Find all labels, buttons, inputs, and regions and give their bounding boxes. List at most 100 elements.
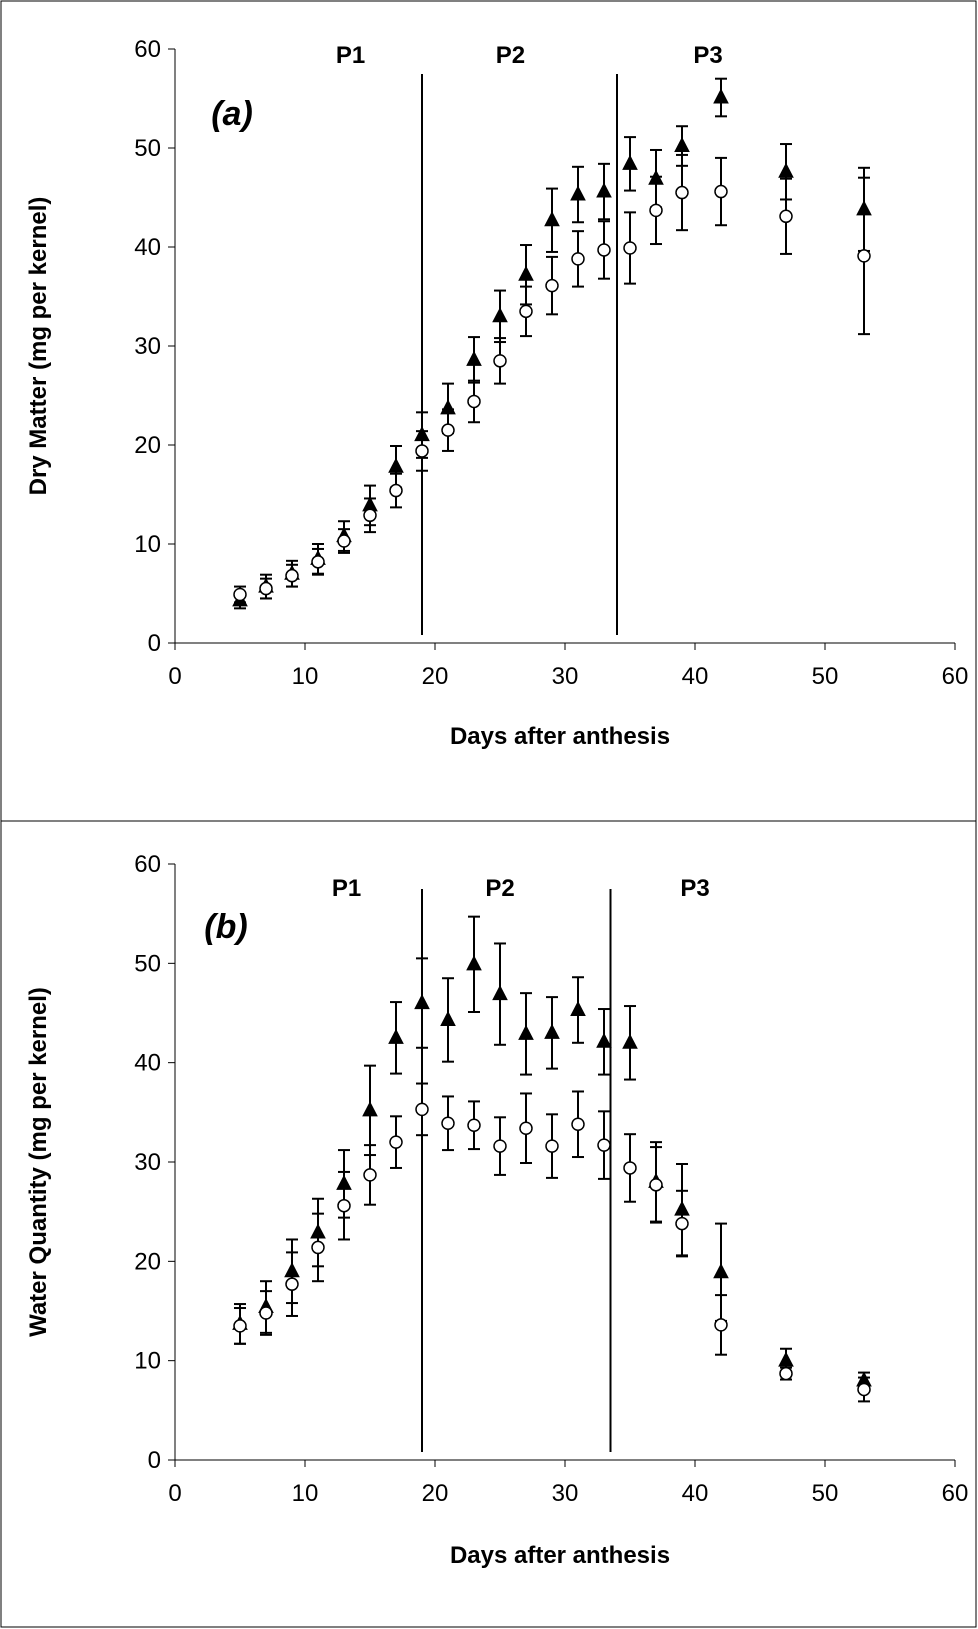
panel-a-label: (a) <box>211 95 253 133</box>
panel-a-triangle-point <box>778 162 794 178</box>
panel-b-label: (b) <box>204 908 247 946</box>
panel-b-triangle-point <box>622 1033 638 1049</box>
panel-a-y-axis-title: Dry Matter (mg per kernel) <box>25 197 52 496</box>
panel-b-border <box>0 820 977 1628</box>
panel-a-period-label: P2 <box>496 42 525 69</box>
panel-a-x-axis-title: Days after anthesis <box>450 723 670 750</box>
panel-a-x-tick-label: 20 <box>422 663 449 690</box>
panel-a-circle-point <box>441 423 455 437</box>
panel-b-circle-point <box>779 1366 793 1381</box>
panel-a-triangle-point <box>518 265 534 281</box>
panel-a-y-tick-label: 60 <box>134 36 161 63</box>
panel-b-triangle-point <box>596 1032 612 1048</box>
panel-a-triangle-point <box>414 426 430 442</box>
panel-a-circle-point <box>519 304 533 319</box>
panel-a-circle-point <box>467 394 481 409</box>
panel-a-x-tick-label: 40 <box>682 663 709 690</box>
panel-a-x-tick-label: 10 <box>292 663 319 690</box>
panel-a-circle-point <box>389 483 403 498</box>
panel-b-period-label: P1 <box>332 875 361 902</box>
panel-a-border <box>0 0 977 822</box>
panel-a-circle-point <box>675 185 689 200</box>
panel-a-circle-point <box>285 568 299 583</box>
panel-a-triangle-point <box>440 399 456 415</box>
panel-a-period-label: P3 <box>693 42 722 69</box>
panel-b-circle-point <box>623 1161 637 1175</box>
panel-b-circle-point <box>714 1318 728 1332</box>
panel-a: 0 10 20 30 40 50 60 0 10 20 30 40 50 60 Days after ant… <box>25 36 968 750</box>
panel-b-circle-point <box>571 1117 585 1132</box>
panel-a-x-tick-label: 0 <box>168 663 181 690</box>
panel-b-circle-point <box>857 1382 871 1397</box>
panel-a-y-tick-label: 0 <box>148 630 161 657</box>
panel-b-circle-point <box>259 1306 273 1320</box>
panel-a-triangle-point <box>648 169 664 185</box>
panel-a-triangle-point <box>466 350 482 366</box>
panel-b-triangle-point <box>713 1263 729 1279</box>
panel-b-y-tick-label: 60 <box>134 851 161 878</box>
panel-b-x-tick-label: 30 <box>552 1480 579 1507</box>
panel-b-circle-point <box>363 1168 377 1182</box>
panel-b-triangle-point <box>544 1023 560 1039</box>
panel-a-y-tick-label: 20 <box>134 432 161 459</box>
panel-a-circle-point <box>493 354 507 368</box>
panel-b-triangle-point <box>310 1223 326 1239</box>
panel-a-circle-point <box>233 587 247 602</box>
panel-a-triangle-point <box>713 88 729 104</box>
panel-a-triangle-point <box>596 182 612 198</box>
panel-b-triangle-point <box>674 1200 690 1216</box>
panel-b-circle-point <box>311 1240 325 1255</box>
panel-b-circle-point <box>233 1319 247 1333</box>
panel-b-triangle-point <box>778 1351 794 1367</box>
panel-b-y-tick-label: 40 <box>134 1050 161 1077</box>
panel-b: 0 10 20 30 40 50 60 0 10 20 30 40 50 60 Days after ant… <box>25 851 968 1569</box>
panel-b-triangle-point <box>570 1000 586 1017</box>
panel-b-circle-point <box>597 1138 611 1152</box>
panel-b-circle-point <box>337 1198 351 1213</box>
panel-a-y-tick-label: 40 <box>134 234 161 261</box>
panel-b-triangle-point <box>518 1024 534 1040</box>
panel-a-circle-point <box>337 534 351 548</box>
panel-b-triangle-point <box>440 1010 456 1026</box>
panel-a-circle-point <box>623 241 637 255</box>
panel-b-y-axis-title: Water Quantity (mg per kernel) <box>25 987 52 1337</box>
panel-b-triangle-point <box>466 955 482 971</box>
panel-b-circle-point <box>415 1102 429 1117</box>
panel-b-circle-point <box>675 1216 689 1231</box>
panel-b-circle-point <box>389 1135 403 1149</box>
panel-b-circle-point <box>519 1121 533 1135</box>
panel-a-circle-point <box>363 508 377 523</box>
panel-b-x-tick-label: 60 <box>942 1480 969 1507</box>
panel-a-triangle-point <box>388 457 404 473</box>
panel-b-x-axis-title: Days after anthesis <box>450 1542 670 1569</box>
panel-b-x-tick-label: 0 <box>168 1480 181 1507</box>
panel-b-y-tick-label: 30 <box>134 1149 161 1176</box>
panel-a-circle-point <box>571 252 585 266</box>
panel-a-y-tick-label: 30 <box>134 333 161 360</box>
panel-b-circle-point <box>545 1139 559 1153</box>
panel-b-triangle-point <box>388 1028 404 1044</box>
panel-b-triangle-point <box>362 1101 378 1117</box>
panel-b-circle-point <box>493 1139 507 1153</box>
panel-a-x-tick-label: 30 <box>552 663 579 690</box>
panel-b-triangle-point <box>336 1174 352 1190</box>
panel-b-circle-point <box>467 1118 481 1132</box>
panel-b-period-label: P3 <box>680 875 709 902</box>
panel-b-period-label: P2 <box>485 875 514 902</box>
panel-b-y-tick-label: 10 <box>134 1348 161 1375</box>
panel-a-y-tick-label: 50 <box>134 135 161 162</box>
panel-a-circle-point <box>714 184 728 199</box>
panel-b-triangle-point <box>284 1262 300 1278</box>
panel-a-triangle-point <box>570 185 586 201</box>
panel-a-circle-point <box>649 203 663 218</box>
panel-a-x-tick-label: 50 <box>812 663 839 690</box>
panel-a-triangle-point <box>544 211 560 227</box>
panel-a-circle-point <box>597 243 611 257</box>
panel-a-y-tick-label: 10 <box>134 531 161 558</box>
panel-b-triangle-point <box>492 985 508 1001</box>
panel-b-y-tick-label: 0 <box>148 1447 161 1474</box>
panel-b-triangle-point <box>414 993 430 1010</box>
panel-a-triangle-point <box>492 307 508 323</box>
panel-a-x-tick-label: 60 <box>942 663 969 690</box>
